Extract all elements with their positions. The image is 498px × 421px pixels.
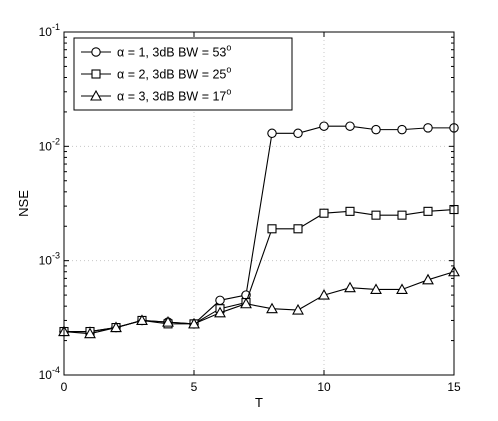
- series-1-point: [319, 121, 329, 131]
- legend-marker: [91, 69, 101, 79]
- series-3-point: [318, 288, 330, 300]
- series-1-line: [64, 125, 454, 333]
- legend-entry-label: α = 1, 3dB BW = 53o: [117, 43, 231, 60]
- y-axis-label: NSE: [16, 190, 31, 217]
- series-3-point: [344, 281, 356, 293]
- series-2: [59, 204, 459, 337]
- series-3-point: [370, 283, 382, 295]
- plot-frame: [63, 31, 455, 376]
- series-1-point: [293, 128, 303, 139]
- legend-entry-label: α = 2, 3dB BW = 25o: [117, 65, 231, 82]
- series-2-point: [345, 206, 355, 216]
- series-3-point: [422, 273, 434, 285]
- x-tick-label: 5: [191, 380, 198, 394]
- series-3-point: [84, 327, 96, 339]
- series-1-point: [371, 124, 381, 135]
- series-1-point: [423, 123, 433, 133]
- series-3-point: [136, 314, 148, 325]
- series-1-point: [397, 124, 407, 135]
- x-tick-label: 10: [317, 380, 331, 394]
- series-1-point: [215, 295, 225, 306]
- series-1-point: [345, 121, 355, 131]
- series-2-point: [423, 206, 433, 216]
- series-2-point: [371, 210, 381, 220]
- series-2-point: [293, 224, 303, 234]
- legend-marker: [91, 47, 101, 57]
- legend: α = 1, 3dB BW = 53o α = 2, 3dB BW = 25o α …: [73, 37, 293, 111]
- y-tick-label: 10-1: [39, 22, 60, 39]
- series-1: [59, 121, 459, 337]
- series-3-line: [63, 271, 455, 335]
- series-2-point: [267, 224, 277, 234]
- series-3-point: [292, 303, 304, 315]
- series-3-point: [214, 306, 226, 318]
- series-3-point: [240, 297, 252, 309]
- series-layer: [58, 121, 460, 339]
- x-tick-label: 15: [447, 380, 461, 394]
- x-axis-label: T: [255, 395, 263, 410]
- axis-ticks: 0 5 10 15 10-4 10-3 10-2 10-1: [39, 22, 461, 394]
- y-tick-label: 10-4: [39, 365, 60, 382]
- series-2-point: [397, 210, 407, 220]
- series-3-point: [266, 302, 278, 314]
- series-3-point: [396, 283, 408, 295]
- series-3: [58, 265, 460, 339]
- series-3-point: [110, 321, 122, 333]
- y-tick-label: 10-3: [39, 251, 60, 268]
- series-3-point: [188, 317, 200, 329]
- legend-entry-label: α = 3, 3dB BW = 17o: [117, 87, 231, 104]
- grid: [64, 32, 454, 375]
- x-tick-label: 0: [61, 380, 68, 394]
- series-2-point: [319, 208, 329, 218]
- series-2-line: [64, 208, 455, 333]
- series-3-point: [162, 315, 174, 327]
- legend-marker: [90, 89, 102, 101]
- y-tick-label: 10-2: [39, 136, 60, 153]
- series-1-point: [267, 128, 277, 139]
